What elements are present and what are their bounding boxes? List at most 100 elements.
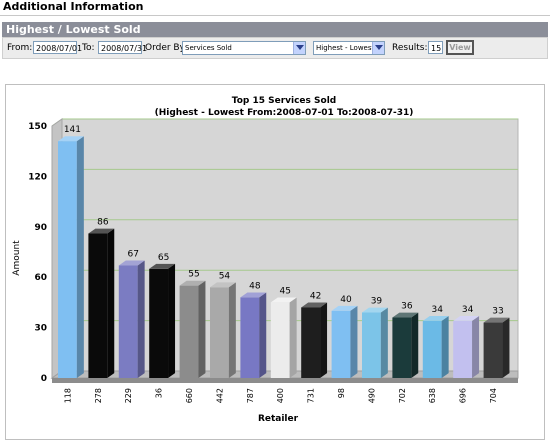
bar-top [210, 282, 236, 288]
order-by-select[interactable]: Services Sold [182, 41, 306, 55]
x-tick-label: 704 [489, 388, 498, 403]
bar-side [472, 315, 480, 378]
bar-front [301, 307, 321, 378]
x-tick-label: 36 [155, 388, 164, 398]
chevron-down-icon[interactable] [372, 42, 384, 54]
bar-400 [270, 297, 297, 378]
results-label: Results: [392, 43, 428, 53]
bar-98 [331, 305, 358, 378]
x-tick-label: 787 [246, 388, 255, 403]
bar-top [149, 263, 176, 269]
value-label: 34 [462, 305, 474, 315]
filter-bar: From: 2008/07/01 To: 2008/07/31 Order By… [2, 37, 548, 59]
x-tick-label: 118 [63, 388, 72, 403]
bar-front [179, 285, 199, 378]
value-label: 54 [219, 271, 231, 281]
bar-top [301, 302, 328, 308]
bar-side [441, 315, 449, 378]
bar-side [502, 317, 510, 378]
bar-731 [301, 302, 328, 378]
bar-top [392, 312, 419, 318]
bar-side [107, 228, 115, 378]
bar-top [58, 136, 84, 142]
bar-top [240, 292, 267, 298]
bar-side [259, 292, 267, 378]
bar-490 [362, 307, 388, 378]
x-axis-label: Retailer [258, 414, 299, 424]
bar-36 [149, 263, 176, 378]
bar-front [240, 297, 260, 378]
from-label: From: [7, 43, 33, 53]
x-tick-label: 696 [459, 388, 468, 403]
to-label: To: [82, 43, 95, 53]
value-label: 55 [188, 270, 199, 280]
bar-side [289, 297, 297, 378]
y-axis-label: Amount [12, 240, 22, 276]
sort-direction-selected-value: Highest - Lowest [316, 44, 375, 52]
chevron-down-icon[interactable] [293, 42, 305, 54]
plot-base-edge [52, 378, 518, 383]
bar-top [362, 307, 388, 313]
x-tick-label: 490 [367, 388, 376, 403]
bar-442 [210, 282, 236, 378]
bar-front [88, 233, 108, 378]
bar-side [76, 136, 84, 378]
chart-panel: Top 15 Services Sold (Highest - Lowest F… [5, 84, 545, 440]
bar-top [118, 260, 145, 266]
bar-side [137, 260, 145, 378]
bar-side [198, 280, 206, 378]
bar-chart: Top 15 Services Sold (Highest - Lowest F… [12, 96, 519, 424]
value-label: 42 [310, 291, 321, 301]
bar-front [58, 141, 77, 378]
value-label: 36 [401, 302, 413, 312]
results-count-input[interactable]: 15 [428, 41, 443, 54]
bar-side [228, 282, 236, 378]
x-tick-label: 229 [124, 388, 133, 403]
view-button[interactable]: View [446, 40, 474, 55]
bar-side [350, 305, 358, 378]
y-tick-label: 60 [34, 273, 47, 283]
bar-118 [58, 136, 84, 378]
sort-direction-select[interactable]: Highest - Lowest [313, 41, 385, 55]
bar-top [331, 305, 358, 311]
bar-front [453, 320, 473, 378]
x-tick-label: 660 [185, 388, 194, 403]
chart-subtitle: (Highest - Lowest From:2008-07-01 To:200… [155, 108, 414, 118]
bar-front [362, 312, 381, 378]
bar-top [88, 228, 115, 234]
y-tick-label: 0 [41, 374, 47, 384]
value-label: 45 [279, 286, 290, 296]
to-date-input[interactable]: 2008/07/31 [98, 41, 147, 54]
page-title: Additional Information [3, 0, 144, 13]
bar-front [210, 287, 229, 378]
bar-top [453, 315, 480, 321]
order-by-selected-value: Services Sold [185, 44, 232, 52]
order-by-label: Order By: [145, 43, 188, 53]
y-tick-label: 30 [34, 324, 47, 334]
x-tick-label: 731 [307, 388, 316, 403]
x-tick-label: 278 [94, 388, 103, 403]
bar-702 [392, 312, 419, 378]
bar-front [118, 265, 138, 378]
chart-title: Top 15 Services Sold [232, 96, 336, 106]
x-tick-label: 98 [337, 388, 346, 398]
bar-top [179, 280, 206, 286]
y-tick-label: 150 [28, 122, 47, 132]
bar-278 [88, 228, 115, 378]
value-label: 39 [371, 296, 383, 306]
bar-638 [422, 315, 449, 378]
bar-top [483, 317, 510, 323]
x-tick-label: 702 [398, 388, 407, 403]
y-tick-label: 120 [28, 172, 47, 182]
bar-top [270, 297, 297, 303]
bar-660 [179, 280, 206, 378]
value-label: 141 [64, 125, 81, 135]
bar-side [168, 263, 176, 378]
bar-front [392, 317, 412, 378]
value-label: 40 [340, 295, 352, 305]
bar-229 [118, 260, 145, 378]
bar-front [422, 320, 442, 378]
x-tick-label: 638 [428, 388, 437, 403]
section-header: Highest / Lowest Sold [2, 22, 548, 37]
from-date-input[interactable]: 2008/07/01 [33, 41, 82, 54]
